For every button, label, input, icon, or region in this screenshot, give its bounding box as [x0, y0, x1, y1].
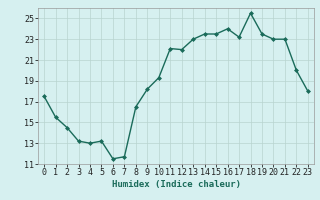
X-axis label: Humidex (Indice chaleur): Humidex (Indice chaleur) — [111, 180, 241, 189]
